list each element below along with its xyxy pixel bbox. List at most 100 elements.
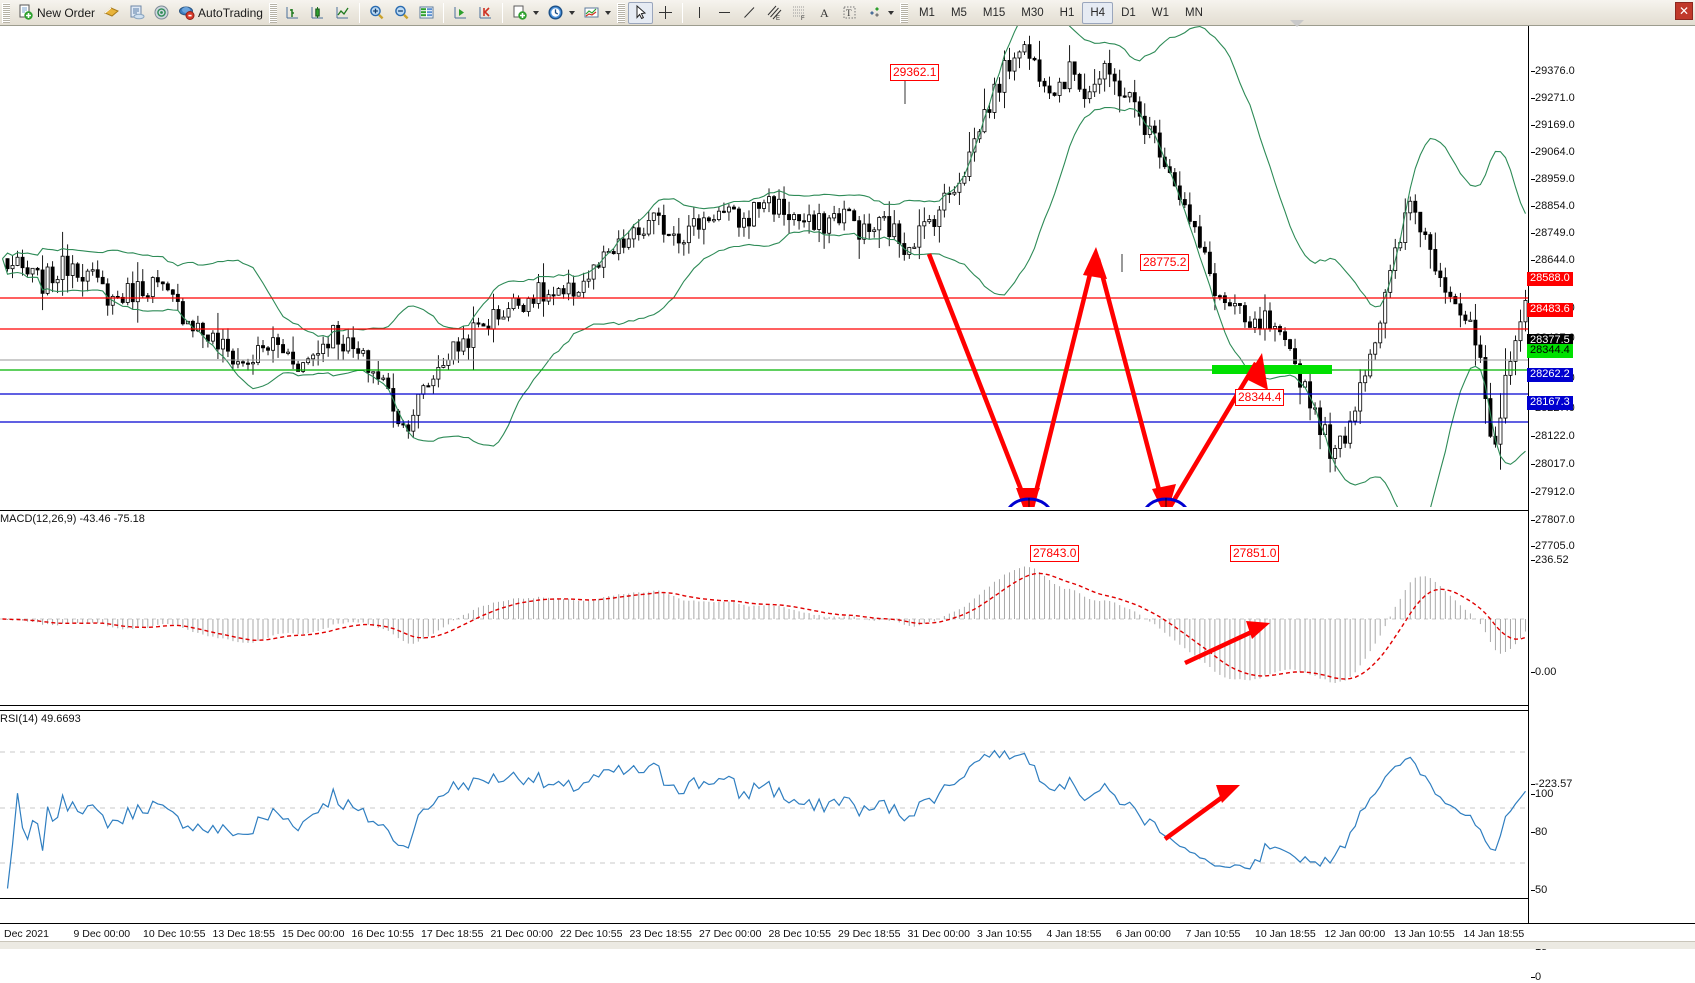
market-watch-button[interactable] [414,2,439,24]
time-label-9: 23 Dec 18:55 [629,928,692,940]
objects-icon [866,4,883,21]
time-label-12: 29 Dec 18:55 [838,928,901,940]
price-tick-27807: 27807.0 [1531,514,1575,526]
signals-button[interactable] [149,2,174,24]
analysis-arrows [926,247,1268,507]
horizontal-line-icon [716,4,733,21]
autotrading-button[interactable]: AutoTrading [174,2,267,24]
price-scale[interactable]: 29376.0 29271.0 29169.0 29064.0 28959.0 28854… [1527,26,1695,983]
rsi-line [6,749,1526,889]
annotation-swing-low-27851[interactable]: 27851.0 [1230,545,1280,562]
period-button[interactable] [543,2,579,24]
toolbar-separator-2 [442,2,444,23]
svg-text:A: A [820,6,829,20]
timeframe-m1[interactable]: M1 [918,6,935,19]
indicators-button[interactable] [579,2,615,24]
horizontal-line-button[interactable] [712,2,737,24]
candlestick-chart-button[interactable] [305,2,330,24]
chevron-down-icon-3[interactable] [604,10,611,15]
fibonacci-button[interactable]: F [787,2,812,24]
timeframe-h1[interactable]: H1 [1059,6,1075,19]
toolbar-grip-4[interactable] [899,2,908,23]
time-label-11: 28 Dec 10:55 [768,928,831,940]
chevron-down-icon[interactable] [532,10,539,15]
time-label-6: 17 Dec 18:55 [421,928,484,940]
timeframe-m5[interactable]: M5 [950,6,967,19]
timeframe-h4[interactable]: H4 [1082,1,1114,24]
price-tag-resistance-line[interactable]: 28483.6 [1527,303,1573,317]
timeframe-m30[interactable]: M30 [1021,6,1044,19]
indicators-icon [583,4,600,21]
time-label-10: 27 Dec 00:00 [699,928,762,940]
shift-start-button[interactable] [448,2,473,24]
time-label-0: Dec 2021 [4,928,49,940]
crosshair-tool-button[interactable] [653,2,678,24]
chart-shift-handle[interactable] [1290,20,1304,27]
zoom-in-button[interactable] [364,2,389,24]
expert-advisors-button[interactable] [99,2,124,24]
expert-advisors-icon [103,4,120,21]
time-label-8: 22 Dec 10:55 [560,928,623,940]
annotation-swing-high-28775[interactable]: 28775.2 [1140,254,1190,271]
text-label-icon: T [841,4,858,21]
annotation-swing-high-29362[interactable]: 29362.1 [890,64,940,81]
data-window-icon [128,4,145,21]
time-label-18: 10 Jan 18:55 [1255,928,1316,940]
main-toolbar: New Order [0,0,1695,26]
price-pane[interactable]: 29362.1 28775.2 28344.4 27843.0 27851.0 [0,26,1528,562]
time-label-4: 15 Dec 00:00 [282,928,345,940]
timeframe-w1[interactable]: W1 [1151,6,1170,19]
price-tag-support-zone[interactable]: 28344.4 [1527,344,1573,358]
toolbar-grip[interactable] [2,2,10,23]
toolbar-grip-3[interactable] [616,2,625,23]
market-watch-icon [418,4,435,21]
annotation-level-28344[interactable]: 28344.4 [1235,389,1285,406]
price-tag-support-line[interactable]: 28262.2 [1527,368,1573,382]
price-tick-29271: 29271.0 [1531,92,1575,104]
objects-button[interactable] [862,2,898,24]
timeframe-d1[interactable]: D1 [1121,6,1136,19]
toolbar-grip-2[interactable] [268,2,277,23]
chevron-down-icon-2[interactable] [568,10,575,15]
equidistant-channel-button[interactable]: E [762,2,787,24]
text-button[interactable]: A [812,2,837,24]
rsi-pane[interactable]: RSI(14) 49.6693 [0,710,1528,899]
zoom-out-icon [393,4,410,21]
price-tag-support-line[interactable]: 28167.3 [1527,396,1573,410]
new-order-button[interactable]: New Order [13,2,99,24]
annotation-swing-low-27843[interactable]: 27843.0 [1030,545,1080,562]
price-tag-resistance-line[interactable]: 28588.0 [1527,272,1573,286]
chevron-down-icon-4[interactable] [887,10,894,15]
time-label-7: 21 Dec 00:00 [490,928,553,940]
price-tick-29064: 29064.0 [1531,146,1575,158]
vertical-line-button[interactable] [687,2,712,24]
candlestick-series [5,35,1528,473]
shift-end-button[interactable] [473,2,498,24]
cursor-tool-button[interactable] [627,1,653,24]
price-tick-28749: 28749.0 [1531,227,1575,239]
rsi-tick-80: 80 [1530,826,1548,838]
macd-signal-line [2,572,1526,680]
fibonacci-icon: F [791,4,808,21]
templates-button[interactable] [507,2,543,24]
macd-tick-2: -223.57 [1530,778,1573,790]
data-window-button[interactable] [124,2,149,24]
time-label-13: 31 Dec 00:00 [907,928,970,940]
line-chart-button[interactable] [330,2,355,24]
macd-pane[interactable]: MACD(12,26,9) -43.46 -75.18 [0,510,1528,706]
zoom-out-button[interactable] [389,2,414,24]
templates-icon [511,4,528,21]
bar-chart-button[interactable] [280,2,305,24]
support-zone-rect [1212,365,1332,374]
time-label-3: 13 Dec 18:55 [212,928,275,940]
chart-area[interactable]: 29362.1 28775.2 28344.4 27843.0 27851.0 … [0,26,1528,923]
rsi-tick-50: 50 [1530,884,1548,896]
price-tick-28017: 28017.0 [1531,458,1575,470]
time-label-5: 16 Dec 10:55 [351,928,414,940]
timeframe-mn[interactable]: MN [1185,6,1203,19]
cursor-icon [632,4,649,21]
trend-line-button[interactable] [737,2,762,24]
text-label-button[interactable]: T [837,2,862,24]
close-button[interactable]: ✕ [1675,2,1693,20]
timeframe-m15[interactable]: M15 [982,6,1006,19]
